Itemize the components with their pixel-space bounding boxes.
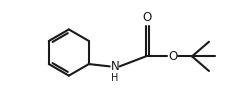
Text: H: H <box>111 73 119 83</box>
Text: N: N <box>111 60 120 73</box>
Text: O: O <box>142 11 152 24</box>
Text: O: O <box>168 50 177 63</box>
